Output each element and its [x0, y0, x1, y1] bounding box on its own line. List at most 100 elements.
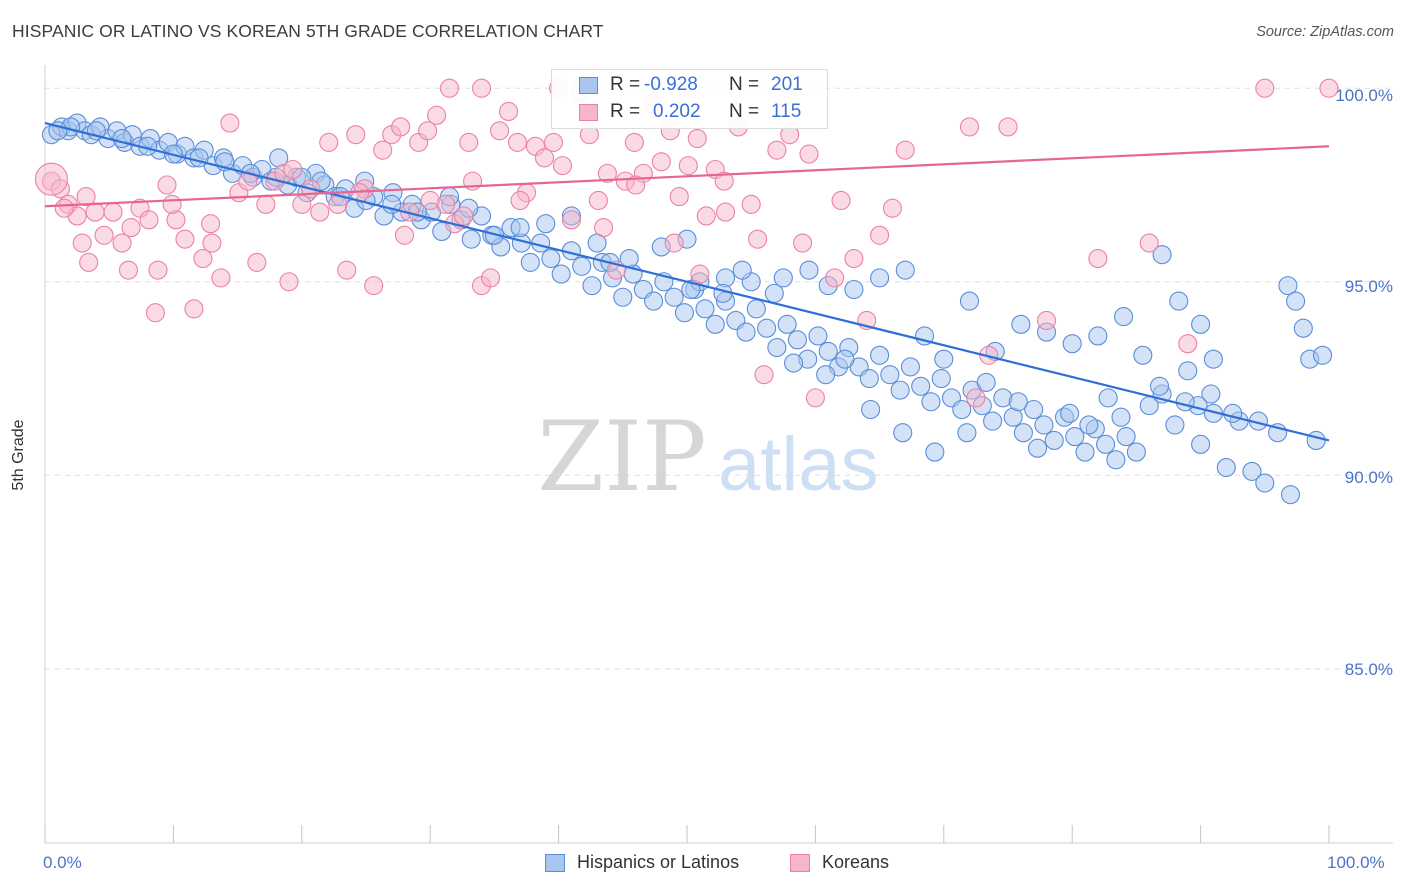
- korean-point: [966, 388, 986, 408]
- korean-point: [1088, 248, 1108, 269]
- korean-point: [148, 260, 168, 280]
- hispanic-point: [900, 357, 920, 377]
- korean-point: [211, 268, 231, 288]
- legend-swatch-pink: [579, 104, 598, 121]
- korean-point: [193, 248, 213, 269]
- hispanic-point: [931, 368, 951, 389]
- hispanic-point: [1027, 438, 1048, 458]
- hispanic-point: [1216, 457, 1236, 478]
- hispanic-point: [1286, 291, 1306, 311]
- y-tick-label: 100.0%: [1335, 86, 1393, 105]
- hispanic-point: [674, 303, 694, 323]
- hispanic-point: [1278, 276, 1298, 296]
- hispanic-point: [1065, 427, 1085, 447]
- korean-point: [561, 210, 581, 230]
- hispanic-point: [1306, 430, 1326, 451]
- korean-trend-line: [44, 145, 1330, 208]
- hispanic-point: [1008, 392, 1028, 412]
- korean-point: [714, 171, 734, 191]
- hispanic-point: [861, 399, 881, 420]
- korean-point: [472, 78, 492, 98]
- hispanic-point: [787, 330, 807, 350]
- hispanic-point: [520, 252, 540, 272]
- hispanic-point: [1175, 392, 1195, 412]
- hispanic-point: [895, 260, 915, 280]
- korean-point: [998, 117, 1018, 137]
- hispanic-point: [773, 268, 793, 288]
- korean-point: [427, 105, 447, 125]
- y-axis-label: 5th Grade: [10, 419, 27, 491]
- hispanic-point: [510, 218, 530, 238]
- y-tick-label: 85.0%: [1344, 660, 1393, 679]
- korean-point: [664, 233, 684, 253]
- x-tick-label: 100.0%: [1327, 853, 1385, 872]
- hispanic-point: [1223, 403, 1243, 423]
- hispanic-point: [1255, 473, 1275, 493]
- korean-point: [678, 156, 698, 176]
- legend-row-hispanic: R = -0.928 N = 201: [552, 72, 827, 99]
- korean-point: [139, 210, 159, 230]
- korean-point: [112, 233, 132, 253]
- korean-point: [498, 101, 519, 121]
- korean-point: [597, 163, 617, 183]
- korean-point: [121, 218, 141, 238]
- korean-point: [1319, 78, 1339, 98]
- hispanic-point: [859, 368, 879, 389]
- korean-point: [454, 206, 474, 226]
- korean-point: [79, 252, 99, 272]
- hispanic-point: [1133, 345, 1153, 365]
- hispanic-point: [1096, 434, 1116, 454]
- korean-point: [162, 194, 182, 214]
- korean-point: [184, 299, 204, 319]
- korean-point: [394, 225, 415, 245]
- korean-point: [552, 156, 573, 176]
- hispanic-point: [1062, 334, 1082, 354]
- chart-title: HISPANIC OR LATINO VS KOREAN 5TH GRADE C…: [12, 21, 604, 41]
- hispanic-point: [1242, 461, 1262, 481]
- hispanic-point: [1013, 423, 1033, 443]
- korean-point: [94, 225, 114, 245]
- hispanic-point: [1191, 314, 1211, 334]
- hispanic-point: [732, 260, 752, 280]
- hispanic-point: [757, 318, 777, 338]
- hispanic-point: [911, 376, 931, 396]
- hispanic-point: [1178, 361, 1198, 381]
- korean-point: [534, 148, 555, 168]
- hispanic-point: [808, 326, 828, 346]
- hispanic-point: [767, 338, 787, 358]
- korean-point: [543, 132, 564, 152]
- korean-point: [418, 121, 438, 141]
- hispanic-point: [572, 256, 592, 276]
- korean-point: [373, 140, 393, 160]
- korean-point: [118, 260, 139, 280]
- hispanic-point: [613, 287, 633, 307]
- hispanic-point: [1169, 291, 1189, 311]
- korean-point: [480, 268, 501, 288]
- legend-n-value: 115: [771, 101, 802, 122]
- hispanic-point: [835, 349, 855, 369]
- hispanic-point: [713, 283, 733, 303]
- hispanic-point: [1149, 376, 1170, 396]
- korean-point: [669, 187, 689, 207]
- korean-point: [145, 303, 165, 323]
- hispanic-point: [934, 349, 954, 369]
- hispanic-point: [880, 365, 900, 385]
- legend-n-value: 201: [771, 74, 803, 95]
- korean-point: [391, 117, 411, 137]
- korean-point: [882, 198, 902, 218]
- hispanic-point: [1165, 415, 1185, 435]
- korean-point: [157, 175, 177, 195]
- legend-swatch-pink: [790, 854, 810, 872]
- korean-point: [256, 194, 276, 214]
- trend-lines: [44, 121, 1330, 442]
- legend-label: Koreans: [822, 852, 890, 872]
- stats-legend: R = -0.928 N = 201 R = 0.202 N = 115: [551, 69, 828, 129]
- hispanic-point: [1280, 485, 1301, 505]
- korean-point: [34, 162, 68, 196]
- korean-point: [895, 140, 915, 160]
- korean-point: [310, 202, 330, 222]
- korean-point: [420, 190, 440, 211]
- korean-point: [831, 190, 851, 211]
- hispanic-point: [784, 353, 804, 373]
